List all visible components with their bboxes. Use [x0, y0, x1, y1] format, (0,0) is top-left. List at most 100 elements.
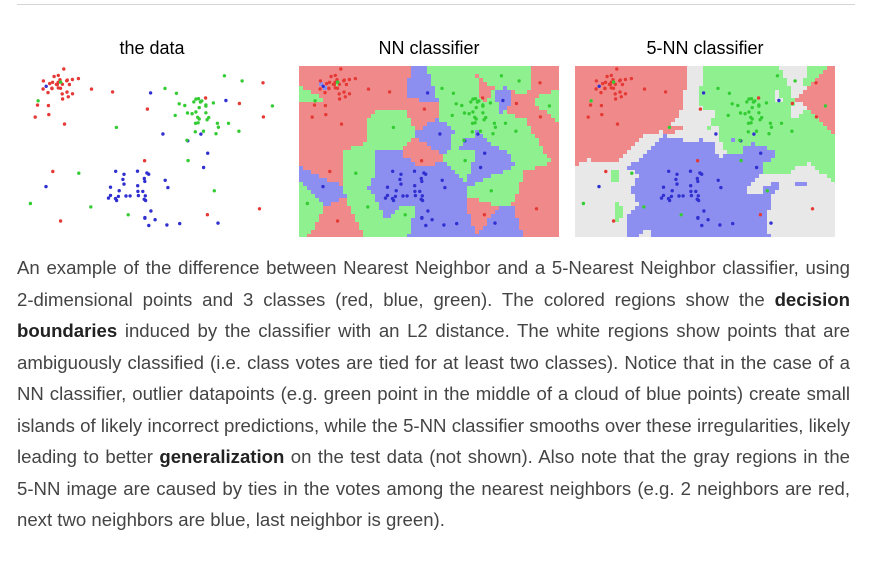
- region-cell: [443, 158, 448, 163]
- region-cell: [403, 78, 408, 83]
- region-cell: [651, 78, 656, 83]
- region-cell: [695, 82, 700, 87]
- region-cell: [587, 98, 592, 103]
- region-cell: [303, 226, 308, 231]
- region-cell: [783, 78, 788, 83]
- region-cell: [487, 142, 492, 147]
- region-cell: [803, 102, 808, 107]
- region-cell: [627, 118, 632, 123]
- region-cell: [335, 130, 340, 135]
- region-cell: [479, 170, 484, 175]
- region-cell: [355, 210, 360, 215]
- region-cell: [467, 234, 472, 237]
- region-cell: [819, 122, 824, 127]
- region-cell: [347, 186, 352, 191]
- region-cell: [439, 194, 444, 199]
- region-cell: [459, 198, 464, 203]
- region-cell: [671, 130, 676, 135]
- region-cell: [823, 134, 828, 139]
- region-cell: [759, 162, 764, 167]
- region-cell: [575, 162, 580, 167]
- region-cell: [623, 166, 628, 171]
- region-cell: [791, 134, 796, 139]
- region-cell: [539, 182, 544, 187]
- region-cell: [503, 78, 508, 83]
- region-cell: [543, 158, 548, 163]
- region-cell: [699, 114, 704, 119]
- region-cell: [395, 214, 400, 219]
- region-cell: [471, 198, 476, 203]
- region-cell: [751, 150, 756, 155]
- region-cell: [351, 142, 356, 147]
- region-cell: [367, 74, 372, 79]
- region-cell: [527, 74, 532, 79]
- region-cell: [643, 126, 648, 131]
- region-cell: [607, 162, 612, 167]
- region-cell: [591, 138, 596, 143]
- region-cell: [615, 106, 620, 111]
- region-cell: [507, 78, 512, 83]
- region-cell: [479, 78, 484, 83]
- region-cell: [355, 214, 360, 219]
- region-cell: [347, 150, 352, 155]
- region-cell: [359, 234, 364, 237]
- region-cell: [759, 102, 764, 107]
- region-cell: [755, 114, 760, 119]
- region-cell: [315, 86, 320, 91]
- region-cell: [415, 170, 420, 175]
- region-cell: [495, 202, 500, 207]
- region-cell: [371, 186, 376, 191]
- region-cell: [551, 190, 556, 195]
- region-cell: [579, 174, 584, 179]
- region-cell: [527, 178, 532, 183]
- data-point: [328, 169, 332, 174]
- region-cell: [643, 134, 648, 139]
- region-cell: [667, 78, 672, 83]
- region-cell: [415, 222, 420, 227]
- data-point: [327, 80, 332, 84]
- region-cell: [655, 134, 660, 139]
- data-point: [166, 185, 170, 190]
- region-cell: [707, 86, 712, 91]
- region-cell: [827, 150, 832, 155]
- region-cell: [323, 154, 328, 159]
- region-cell: [431, 234, 436, 237]
- region-cell: [363, 206, 368, 211]
- region-cell: [603, 150, 608, 155]
- region-cell: [655, 98, 660, 103]
- region-cell: [375, 114, 380, 119]
- region-cell: [495, 166, 500, 171]
- region-cell: [619, 134, 624, 139]
- region-cell: [687, 178, 692, 183]
- region-cell: [451, 102, 456, 107]
- nn-classifier-panel: [299, 66, 559, 237]
- region-cell: [775, 146, 780, 151]
- region-cell: [611, 90, 616, 95]
- region-cell: [603, 126, 608, 131]
- region-cell: [795, 122, 800, 127]
- region-cell: [467, 66, 472, 71]
- region-cell: [495, 130, 500, 135]
- region-cell: [755, 178, 760, 183]
- region-cell: [803, 178, 808, 183]
- region-cell: [687, 162, 692, 167]
- region-cell: [423, 194, 428, 199]
- region-cell: [363, 70, 368, 75]
- region-cell: [319, 98, 324, 103]
- region-cell: [827, 82, 832, 87]
- region-cell: [743, 94, 748, 99]
- region-cell: [395, 190, 400, 195]
- region-cell: [543, 106, 548, 111]
- region-cell: [667, 142, 672, 147]
- region-cell: [551, 114, 556, 119]
- data-point: [114, 125, 119, 130]
- region-cell: [443, 70, 448, 75]
- region-cell: [495, 234, 500, 237]
- region-cell: [379, 86, 384, 91]
- region-cell: [515, 170, 520, 175]
- region-cell: [679, 170, 684, 175]
- region-cell: [503, 150, 508, 155]
- data-point: [419, 197, 423, 201]
- region-cell: [303, 70, 308, 75]
- region-cell: [763, 150, 768, 155]
